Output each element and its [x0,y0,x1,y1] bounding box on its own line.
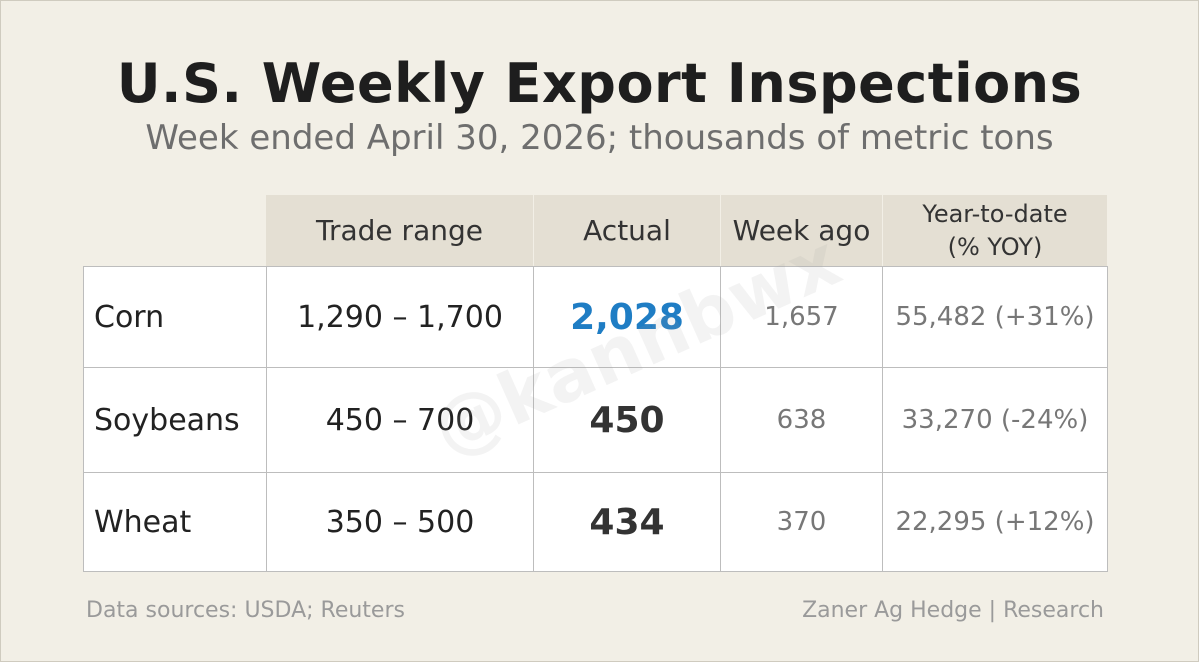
data-table: Corn 1,290 – 1,700 2,028 1,657 55,482 (+… [83,266,1108,572]
ytd-soybeans: 33,270 (-24%) [901,405,1089,435]
week-ago-soybeans: 638 [776,405,827,435]
row-label-soybeans: Soybeans [94,402,240,438]
footer-sources: Data sources: USDA; Reuters [86,598,405,623]
row-label-corn: Corn [94,299,165,335]
header-trade-range: Trade range [266,195,533,266]
ytd-wheat: 22,295 (+12%) [895,507,1095,537]
ytd-corn: 55,482 (+31%) [895,302,1095,332]
week-ago-corn: 1,657 [764,302,839,332]
chart-title: U.S. Weekly Export Inspections [116,52,1083,115]
trade-range-wheat: 350 – 500 [325,504,475,540]
table-row-wheat: Wheat 350 – 500 434 370 22,295 (+12%) [84,472,1107,571]
actual-corn: 2,028 [570,296,684,338]
trade-range-corn: 1,290 – 1,700 [297,299,503,335]
table-row-soybeans: Soybeans 450 – 700 450 638 33,270 (-24%) [84,367,1107,472]
table-row-corn: Corn 1,290 – 1,700 2,028 1,657 55,482 (+… [84,267,1107,367]
header-actual: Actual [533,195,720,266]
actual-wheat: 434 [589,501,665,543]
week-ago-wheat: 370 [776,507,827,537]
row-label-wheat: Wheat [94,504,192,540]
footer-credit: Zaner Ag Hedge | Research [802,598,1104,623]
trade-range-soybeans: 450 – 700 [325,402,475,438]
header-ytd: Year-to-date (% YOY) [882,195,1107,266]
chart-subtitle: Week ended April 30, 2026; thousands of … [145,118,1054,158]
actual-soybeans: 450 [589,399,665,441]
header-week-ago: Week ago [720,195,882,266]
